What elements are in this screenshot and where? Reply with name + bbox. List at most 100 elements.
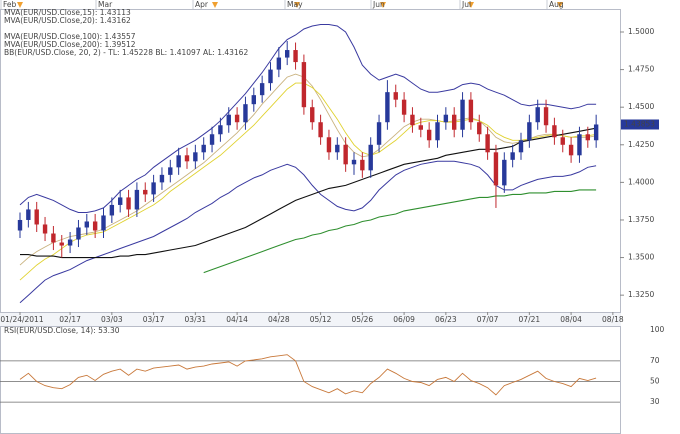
candle-body	[126, 197, 131, 210]
y-tick-label: 100	[650, 325, 665, 334]
candle-body	[92, 221, 98, 231]
x-tick-label: 03/17	[143, 315, 165, 324]
candle-body	[268, 69, 273, 84]
y-tick-label: 1.4500	[628, 102, 654, 111]
candle-body	[401, 99, 407, 115]
candle-body	[493, 152, 499, 186]
y-tick-label: 30	[650, 397, 660, 406]
y-tick-label: 1.3250	[628, 290, 654, 299]
bollinger-lower	[19, 160, 597, 304]
candle-body	[234, 114, 240, 123]
bollinger-upper	[19, 24, 597, 213]
candle-body	[151, 182, 156, 195]
legend-entry: MVA(EUR/USD.Close,200): 1.39512	[4, 40, 136, 49]
candle-body	[343, 144, 348, 165]
month-label: Apr	[195, 0, 209, 9]
candle-body	[184, 155, 190, 162]
y-tick-label: 1.4250	[628, 140, 654, 149]
y-tick-label: 70	[650, 356, 660, 365]
candle-body	[201, 144, 206, 153]
x-tick-label: 06/09	[393, 315, 415, 324]
x-tick-label: 08/18	[602, 315, 624, 324]
candle-body	[59, 242, 64, 246]
candle-body	[318, 122, 323, 138]
moving-average	[203, 189, 597, 274]
month-label: May	[287, 0, 303, 9]
candle-body	[543, 107, 549, 126]
candle-body	[510, 152, 515, 160]
moving-average	[19, 73, 597, 266]
candle-body	[259, 83, 265, 96]
candle-body	[351, 159, 357, 165]
event-marker	[294, 2, 300, 8]
x-tick-label: 02/17	[59, 315, 81, 324]
candle-body	[218, 125, 223, 135]
x-tick-label: 05/26	[352, 315, 374, 324]
event-marker	[468, 2, 474, 8]
candle-body	[26, 209, 31, 220]
rsi-line	[19, 354, 597, 396]
month-label: Jul	[461, 0, 471, 9]
candle-body	[276, 57, 282, 70]
y-tick-label: 1.4750	[628, 65, 654, 74]
month-label: Jun	[372, 0, 385, 9]
candle-body	[310, 107, 315, 123]
candle-body	[385, 92, 390, 123]
price-panel	[0, 9, 621, 313]
candle-body	[393, 92, 398, 100]
candle-body	[51, 233, 56, 243]
candle-body	[159, 174, 165, 183]
candle-body	[485, 134, 490, 153]
candle-body	[101, 215, 106, 231]
legend-entry: MVA(EUR/USD.Close,100): 1.43557	[4, 32, 136, 41]
candle-body	[285, 50, 290, 58]
candle-body	[243, 104, 248, 123]
event-marker	[17, 2, 23, 8]
candle-body	[368, 144, 373, 171]
candle-body	[552, 125, 557, 138]
candle-body	[535, 107, 540, 123]
event-marker	[212, 2, 218, 8]
candle-body	[418, 125, 423, 130]
candle-body	[293, 50, 298, 63]
candle-body	[360, 159, 365, 171]
moving-average	[20, 127, 597, 259]
candle-body	[34, 209, 39, 225]
y-tick-label: 1.3500	[628, 253, 654, 262]
y-tick-label: 1.4000	[628, 177, 654, 186]
y-tick-label: 1.3750	[628, 215, 654, 224]
candle-body	[376, 122, 382, 145]
candle-body	[118, 197, 123, 205]
candle-body	[426, 129, 432, 141]
candle-body	[452, 114, 457, 130]
event-marker	[380, 2, 386, 8]
candle-body	[410, 114, 415, 126]
x-tick-label: 06/23	[435, 315, 457, 324]
candle-body	[226, 114, 231, 126]
candle-body	[527, 122, 532, 141]
candle-body	[301, 62, 307, 108]
candle-body	[502, 159, 507, 186]
moving-average	[19, 82, 597, 281]
last-price-box	[621, 119, 659, 130]
candle-body	[67, 239, 73, 246]
candle-body	[585, 134, 590, 141]
candle-body	[176, 155, 181, 168]
x-tick-label: 07/07	[477, 315, 499, 324]
candle-body	[518, 140, 524, 153]
x-tick-label: 07/21	[519, 315, 541, 324]
x-tick-label: 03/03	[101, 315, 123, 324]
candle-body	[335, 144, 340, 153]
candle-body	[193, 152, 198, 162]
legend-entry: MVA(EUR/USD.Close,15): 1.43113	[4, 8, 131, 17]
x-tick-label: 01/24/2011	[0, 315, 43, 324]
legend-entry: RSI(EUR/USD.Close, 14): 53.30	[4, 326, 120, 335]
candle-body	[42, 224, 48, 234]
y-tick-label: 1.5000	[628, 27, 654, 36]
month-label: Mar	[98, 0, 113, 9]
candle-body	[109, 204, 115, 216]
x-tick-label: 03/31	[185, 315, 207, 324]
candle-body	[76, 227, 81, 240]
